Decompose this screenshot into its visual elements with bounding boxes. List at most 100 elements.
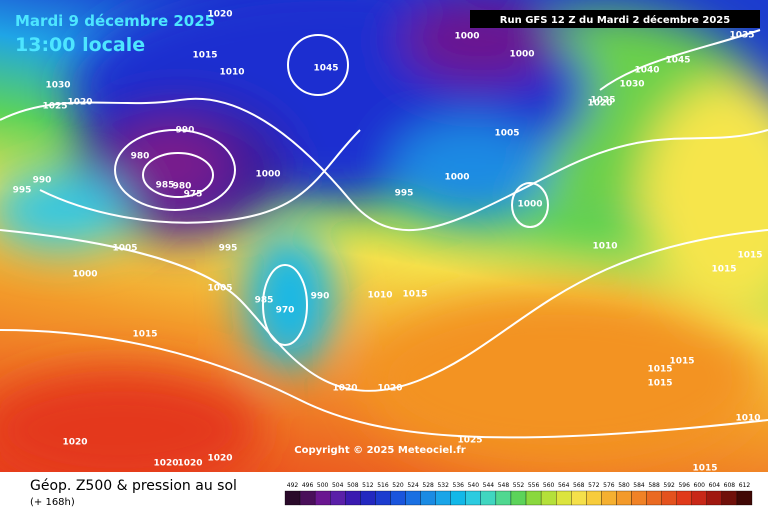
date-label: Mardi 9 décembre 2025 (15, 12, 215, 30)
time-label: 13:00 locale (15, 34, 145, 56)
colorbar-label: 588 (648, 482, 660, 489)
footer-lead: (+ 168h) (30, 497, 75, 508)
colorbar-label: 528 (422, 482, 434, 489)
isobar-label: 995 (13, 186, 32, 196)
run-box (470, 10, 760, 28)
colorbar-label: 512 (362, 482, 374, 489)
isobar-label: 1030 (45, 81, 70, 91)
colorbar-label: 524 (407, 482, 419, 489)
colorbar-label: 580 (618, 482, 630, 489)
colorbar-swatch (299, 490, 316, 506)
colorbar-swatch (510, 490, 527, 506)
colorbar-label: 612 (739, 482, 751, 489)
colorbar-label: 568 (573, 482, 585, 489)
colorbar-label: 600 (694, 482, 706, 489)
isobar-label: 1010 (735, 414, 760, 424)
colorbar-label: 544 (483, 482, 495, 489)
isobar-label: 1020 (62, 438, 87, 448)
colorbar-label: 520 (392, 482, 404, 489)
isobar-label: 1010 (592, 242, 617, 252)
colorbar-swatch (284, 490, 301, 506)
isobar-label: 1015 (737, 251, 762, 261)
colorbar-swatch (480, 490, 497, 506)
colorbar-label: 584 (633, 482, 645, 489)
isobar-label: 990 (176, 126, 195, 136)
colorbar-swatch (435, 490, 451, 506)
isobar-label: 1000 (509, 50, 534, 60)
colorbar-swatch (465, 490, 481, 506)
colorbar-swatch (390, 490, 406, 506)
isobar-label: 995 (219, 244, 238, 254)
colorbar-swatch (616, 490, 632, 506)
isobar-label: 1020 (377, 384, 402, 394)
isobar-label: 975 (184, 190, 203, 200)
colorbar-swatch (646, 490, 662, 506)
isobar-label: 1020 (587, 99, 612, 109)
isobar-label: 980 (173, 182, 192, 192)
colorbar-label: 540 (468, 482, 480, 489)
isobar-label: 1025 (42, 102, 67, 112)
colorbar-label: 536 (453, 482, 465, 489)
isobar-label: 1015 (669, 357, 694, 367)
isobar-label: 985 (255, 296, 274, 306)
colorbar-label: 576 (603, 482, 615, 489)
copyright: Copyright © 2025 Meteociel.fr (294, 445, 465, 456)
isobar-label: 1015 (192, 51, 217, 61)
colorbar-swatch (345, 490, 361, 506)
colorbar-swatch (706, 490, 723, 506)
colorbar-swatch (676, 490, 692, 506)
isobar-label: 1035 (729, 31, 754, 41)
isobar-label: 1015 (132, 330, 157, 340)
isobar-label: 1015 (647, 365, 672, 375)
isobar-label: 980 (131, 152, 150, 162)
colorbar-label: 504 (332, 482, 344, 489)
isobar-label: 1025 (457, 436, 482, 446)
isobar-label: 1005 (112, 244, 137, 254)
isobar-label: 1000 (255, 170, 280, 180)
isobar-label: 1015 (647, 379, 672, 389)
colorbar-swatch (450, 490, 466, 506)
colorbar-swatch (571, 490, 587, 506)
colorbar-swatch (360, 490, 376, 506)
colorbar-label: 604 (709, 482, 721, 489)
isobar-label: 1005 (207, 284, 232, 294)
colorbar-swatch (375, 490, 391, 506)
colorbar-label: 560 (543, 482, 555, 489)
colorbar-label: 596 (678, 482, 690, 489)
isobar-label: 1010 (219, 68, 244, 78)
colorbar-swatch (540, 490, 557, 506)
isobars (0, 29, 768, 439)
isobar-label: 1010 (367, 291, 392, 301)
footer-title: Géop. Z500 & pression au sol (30, 478, 237, 494)
isobar-label: 970 (276, 306, 295, 316)
colorbar-swatch (601, 490, 617, 506)
colorbar-swatch (691, 490, 707, 506)
colorbar-swatch (405, 490, 421, 506)
isobar-label: 1015 (692, 464, 717, 474)
isobar-label: 1040 (634, 66, 659, 76)
colorbar-label: 548 (498, 482, 510, 489)
colorbar-swatch (556, 490, 572, 506)
isobar-label: 1015 (402, 290, 427, 300)
colorbar-label: 572 (588, 482, 600, 489)
colorbar-label: 608 (724, 482, 736, 489)
colorbar-label: 500 (317, 482, 329, 489)
colorbar-swatch (631, 490, 647, 506)
isobar-label: 995 (395, 189, 414, 199)
isobar-label: 1025 (590, 96, 615, 106)
colorbar-label: 496 (302, 482, 314, 489)
colorbar-swatch (586, 490, 602, 506)
isobar-label: 1045 (665, 56, 690, 66)
isobar-label: 1015 (711, 265, 736, 275)
isobar-label: 1020 (207, 10, 232, 20)
colorbar-swatch (420, 490, 436, 506)
isobar-label: 1000 (454, 32, 479, 42)
colorbar-swatch (736, 490, 753, 506)
isobar-label: 1020 (177, 459, 202, 469)
colorbar-swatch (661, 490, 677, 506)
colorbar-swatch (525, 490, 542, 506)
colorbar-swatch (495, 490, 512, 506)
isobar-label: 985 (156, 181, 175, 191)
